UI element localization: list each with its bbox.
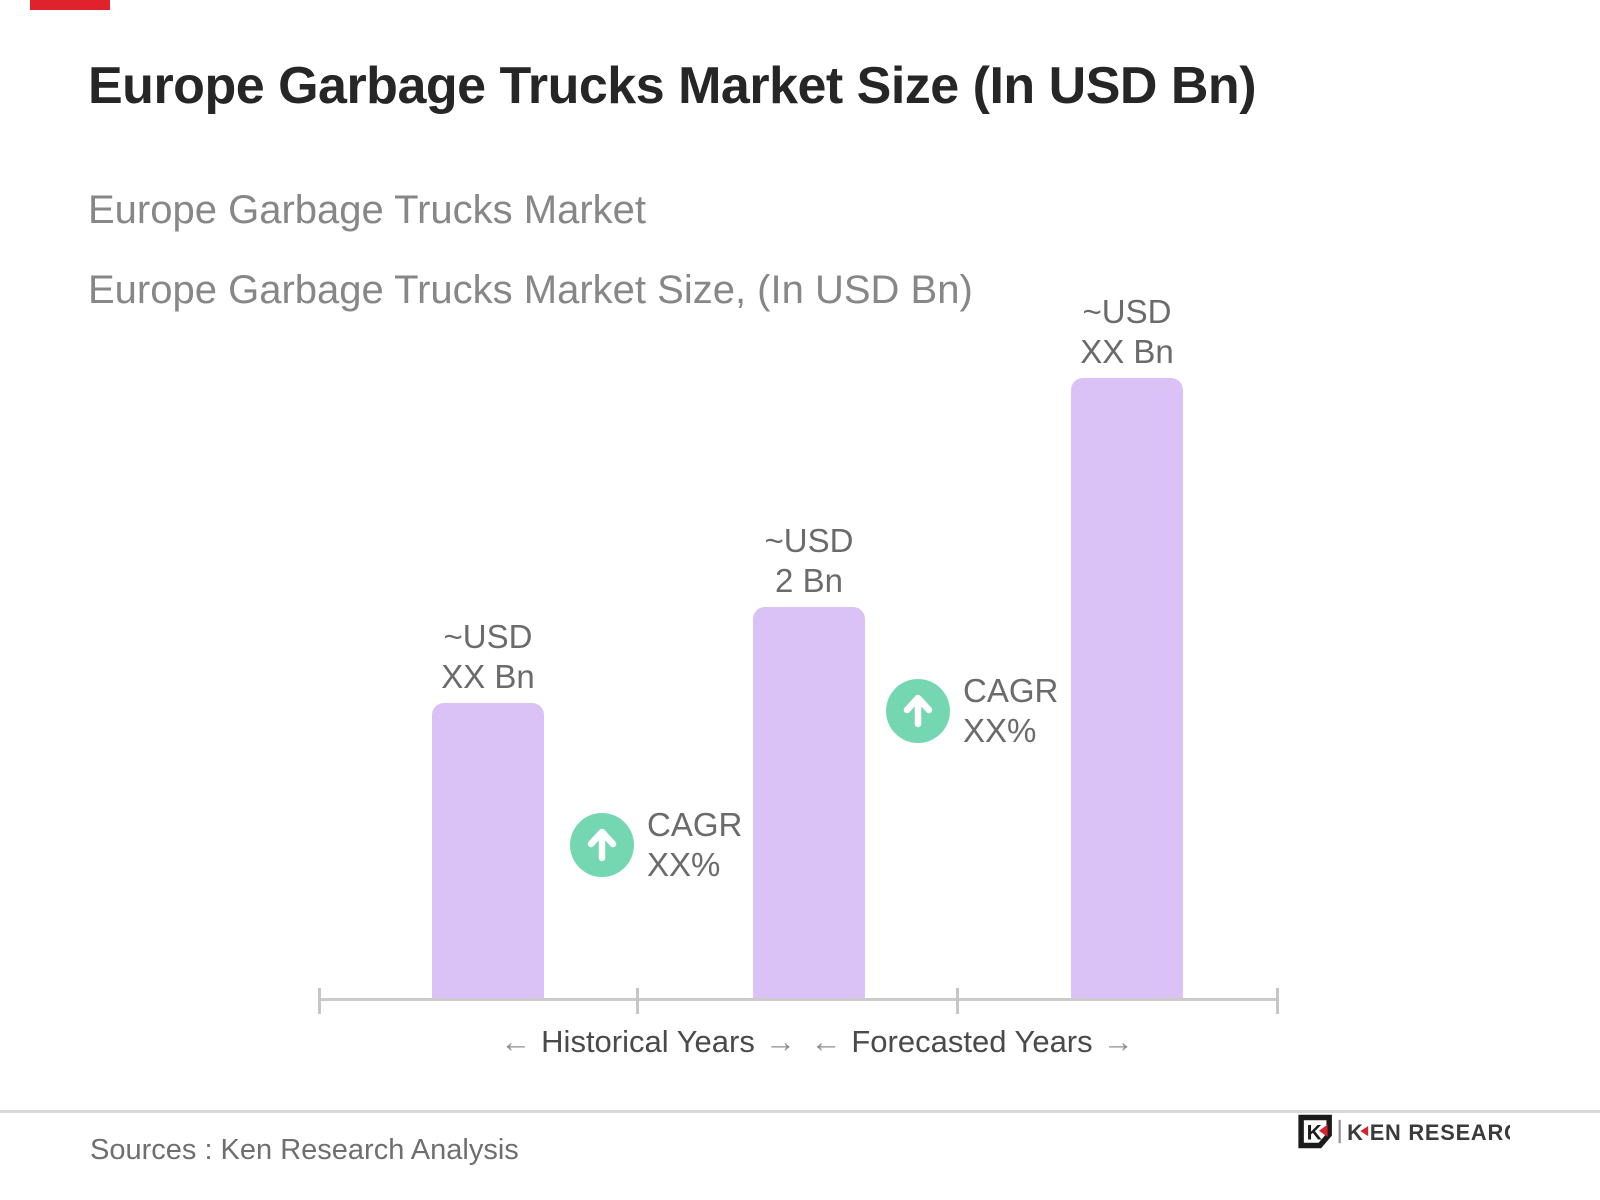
forecasted-years-label: Forecasted Years — [851, 1024, 1093, 1059]
cagr-2-line-1: CAGR — [963, 672, 1059, 709]
bar-current — [753, 607, 865, 1000]
subtitle-line-1: Europe Garbage Trucks Market — [88, 188, 647, 232]
cagr-2-line-2: XX% — [963, 712, 1037, 749]
cagr-1-line-1: CAGR — [647, 806, 743, 843]
cagr-1-line-2: XX% — [647, 846, 721, 883]
footer-divider — [0, 1110, 1600, 1113]
cagr-annotation-1-text: CAGR XX% — [647, 805, 742, 885]
page-title: Europe Garbage Trucks Market Size (In US… — [88, 57, 1257, 115]
axis-group-label-historical: ← Historical Years → — [500, 1024, 796, 1060]
x-axis-tick-2 — [636, 988, 639, 1014]
sources-text: Sources : Ken Research Analysis — [90, 1134, 519, 1166]
left-arrow-icon: ← — [500, 1024, 532, 1059]
logo-divider — [1338, 1119, 1341, 1144]
chart-subtitle: Europe Garbage Trucks Market Europe Garb… — [88, 170, 973, 330]
logo-word-rest: EN RESEARCH — [1370, 1120, 1510, 1145]
top-accent-mark — [30, 0, 110, 10]
logo-shield-letter: K — [1307, 1121, 1322, 1144]
bar-value-label-2-line-1: ~USD — [764, 522, 854, 559]
bar-value-label-2: ~USD 2 Bn — [765, 521, 854, 601]
bar-historical — [432, 703, 544, 1000]
bar-value-label-1: ~USD XX Bn — [441, 617, 535, 697]
bar-value-label-3-line-1: ~USD — [1082, 293, 1172, 330]
right-arrow-icon: → — [764, 1024, 796, 1059]
bar-value-label-3: ~USD XX Bn — [1080, 292, 1174, 372]
bar-forecast — [1071, 378, 1183, 1000]
logo-shield-red-triangle-icon — [1319, 1124, 1328, 1137]
logo-word-k: K — [1347, 1120, 1363, 1145]
left-arrow-icon: ← — [810, 1024, 842, 1059]
x-axis-tick-3 — [956, 988, 959, 1014]
bar-value-label-1-line-1: ~USD — [443, 618, 533, 655]
subtitle-line-2: Europe Garbage Trucks Market Size, (In U… — [88, 268, 973, 312]
up-arrow-circle-icon — [570, 813, 634, 877]
cagr-annotation-1: CAGR XX% — [570, 805, 742, 885]
logo-word-red-triangle-icon — [1360, 1126, 1369, 1137]
up-arrow-icon — [903, 694, 933, 728]
bar-value-label-3-line-2: XX Bn — [1080, 333, 1174, 370]
x-axis-tick-4 — [1276, 988, 1279, 1014]
bar-value-label-2-line-2: 2 Bn — [775, 562, 843, 599]
x-axis-line — [319, 998, 1278, 1001]
cagr-annotation-2: CAGR XX% — [886, 671, 1058, 751]
logo-shield — [1298, 1114, 1332, 1149]
up-arrow-icon — [587, 828, 617, 862]
up-arrow-circle-icon — [886, 679, 950, 743]
bar-value-label-1-line-2: XX Bn — [441, 658, 535, 695]
axis-group-label-forecasted: ← Forecasted Years → — [810, 1024, 1133, 1060]
right-arrow-icon: → — [1102, 1024, 1134, 1059]
historical-years-label: Historical Years — [541, 1024, 755, 1059]
cagr-annotation-2-text: CAGR XX% — [963, 671, 1058, 751]
x-axis-tick-1 — [318, 988, 321, 1014]
ken-research-logo: K K EN RESEARCH — [1298, 1114, 1510, 1149]
